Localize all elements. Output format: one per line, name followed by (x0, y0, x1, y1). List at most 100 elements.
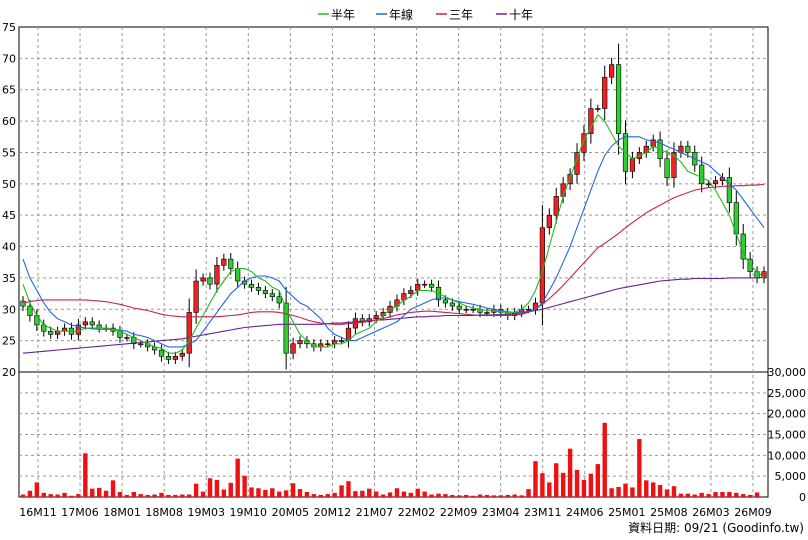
x-tick-label: 25M01 (608, 506, 646, 519)
candle-up (297, 340, 303, 345)
candle-down (207, 277, 213, 285)
volume-bar (159, 492, 164, 497)
x-tick-label: 20M12 (314, 506, 352, 519)
volume-tick-label: 0 (799, 491, 806, 504)
x-tick-label: 18M01 (103, 506, 141, 519)
volume-bar (117, 492, 123, 497)
volume-bar (706, 494, 711, 497)
volume-bar (69, 495, 74, 497)
volume-bar (512, 494, 517, 497)
candle-up (761, 271, 767, 279)
candle-up (705, 183, 712, 186)
volume-tick-label: 10,000 (768, 449, 807, 462)
volume-bar (741, 494, 746, 497)
volume-bar (34, 482, 40, 497)
volume-bar (623, 483, 628, 497)
volume-bar (664, 489, 670, 497)
volume-bar (484, 494, 490, 497)
candle-up (463, 308, 469, 311)
volume-bar (602, 422, 607, 497)
x-tick-label: 22M02 (398, 506, 436, 519)
price-tick-label: 50 (2, 178, 16, 191)
x-tick-label: 19M03 (187, 506, 225, 519)
volume-bar (131, 492, 137, 497)
volume-bar (41, 492, 46, 497)
candle-up (553, 196, 559, 216)
x-tick-label: 21M07 (356, 506, 394, 519)
price-tick-label: 70 (2, 52, 16, 65)
volume-bar (76, 494, 81, 497)
volume-bar (124, 494, 130, 497)
volume-bar (242, 475, 247, 497)
volume-bar (609, 488, 614, 497)
volume-bar (657, 484, 663, 497)
volume-bar (200, 491, 206, 497)
volume-bar (20, 494, 26, 497)
volume-bar (228, 482, 233, 497)
candle-up (186, 312, 192, 354)
x-tick-label: 22M09 (440, 506, 478, 519)
volume-bar (304, 492, 310, 497)
moving-average-lines (22, 113, 765, 354)
candle-down (726, 177, 732, 203)
candle-down (48, 330, 54, 335)
x-tick-label: 18M08 (145, 506, 183, 519)
legend-label: 年線 (389, 7, 413, 22)
candle-up (325, 343, 331, 346)
volume-bar (83, 453, 88, 497)
volume-bar (533, 461, 538, 497)
candle-down (27, 305, 33, 316)
volume-bar (360, 490, 365, 497)
volume-bars (20, 422, 760, 497)
volume-bar (311, 494, 317, 497)
volume-bar (588, 473, 594, 497)
x-tick-label: 23M11 (524, 506, 562, 519)
candle-down (269, 293, 275, 298)
candle-up (408, 290, 414, 294)
legend-label: 十年 (509, 8, 533, 22)
candle-up (221, 258, 227, 266)
candle-down (442, 299, 449, 304)
volume-bar (464, 494, 469, 497)
volume-bar (554, 463, 559, 497)
volume-bar (325, 494, 330, 497)
candle-up (214, 265, 220, 285)
volume-bar (353, 491, 358, 497)
candle-down (255, 287, 262, 291)
volume-bar (671, 486, 677, 497)
candle-down (248, 283, 255, 288)
candle-up (415, 283, 421, 291)
volume-bar (498, 495, 504, 497)
volume-bar (55, 494, 60, 497)
volume-bar (560, 472, 566, 497)
candle-down (228, 258, 234, 269)
volume-bar (138, 494, 143, 497)
candle-up (560, 183, 566, 197)
volume-bar (692, 494, 697, 497)
x-tick-label: 25M08 (650, 506, 688, 519)
volume-bar (457, 495, 462, 497)
volume-bar (48, 494, 53, 497)
candle-up (588, 108, 594, 134)
price-tick-label: 35 (2, 272, 16, 285)
footer-source: 資料日期: 09/21 (Goodinfo.tw) (628, 521, 804, 535)
candle-down (158, 349, 165, 357)
volume-bar (180, 494, 185, 497)
volume-bar (547, 482, 552, 497)
candle-up (138, 343, 144, 346)
volume-bar (249, 487, 254, 497)
candle-up (338, 340, 345, 342)
x-tick-label: 19M10 (230, 506, 268, 519)
volume-bar (678, 493, 684, 497)
volume-bar (470, 495, 476, 497)
candle-up (595, 108, 601, 110)
x-tick-label: 24M06 (566, 506, 604, 519)
volume-bar (450, 494, 455, 497)
volume-bar (27, 490, 33, 497)
volume-bar (630, 487, 635, 497)
volume-bar (387, 492, 393, 497)
candle-up (124, 337, 130, 339)
candle-down (262, 290, 268, 294)
candle-up (200, 277, 206, 282)
volume-tick-label: 15,000 (768, 429, 807, 442)
